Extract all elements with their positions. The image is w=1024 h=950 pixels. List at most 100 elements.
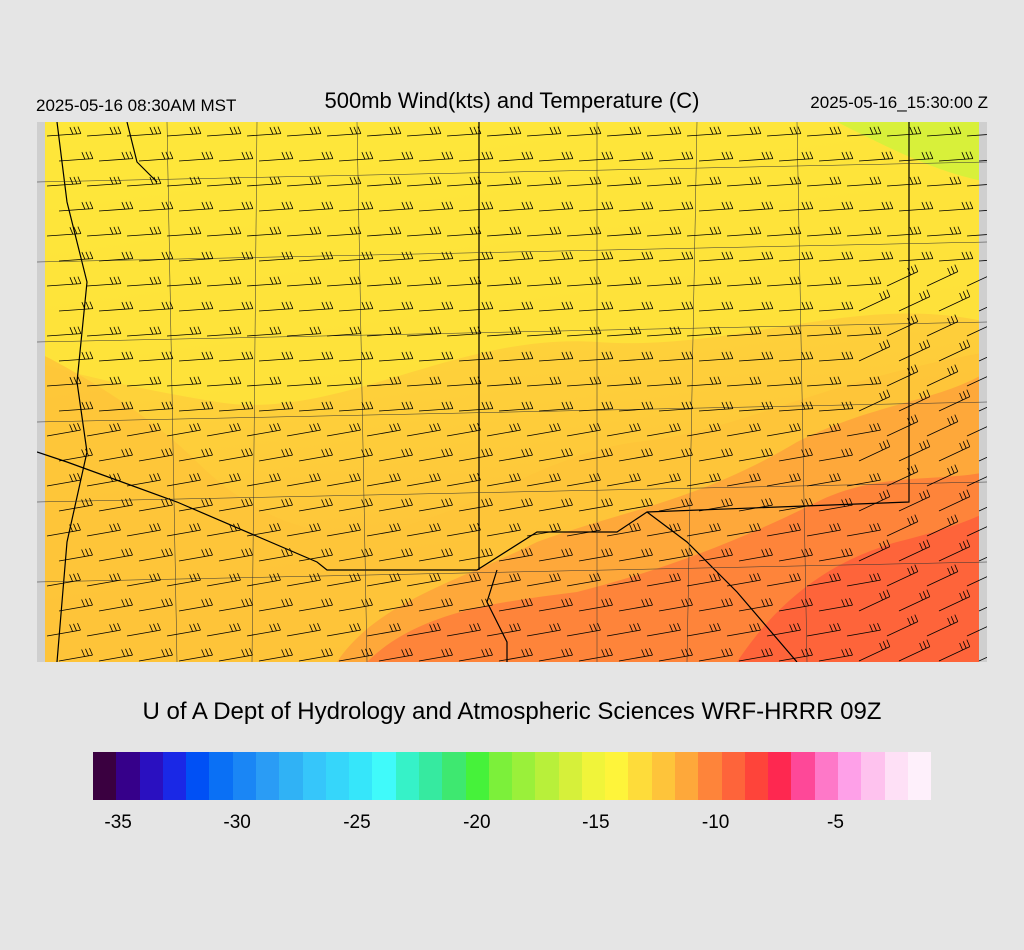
wind-barb [98, 301, 134, 312]
wind-barb [726, 176, 762, 187]
wind-barb [206, 226, 242, 237]
wind-barb [566, 572, 601, 587]
wind-barb [378, 351, 414, 362]
wind-barb [378, 497, 413, 512]
wind-barb [46, 376, 82, 387]
wind-barb [298, 497, 333, 512]
wind-barb [566, 226, 602, 237]
wind-barb [738, 447, 773, 462]
wind-barb [858, 539, 891, 562]
colorbar-labels: -35 -30 -25 -20 -15 -10 -5 [93, 812, 931, 838]
wind-barb [246, 126, 282, 137]
wind-barb [526, 572, 561, 587]
wind-barb [298, 547, 333, 562]
wind-barb [126, 126, 162, 137]
wind-barb [778, 301, 814, 312]
wind-barb [446, 326, 482, 337]
wind-barb [846, 522, 881, 537]
wind-barb [778, 547, 813, 562]
wind-barb [686, 572, 721, 587]
wind-barb [246, 472, 281, 487]
wind-barb [606, 622, 641, 637]
wind-barb [338, 447, 373, 462]
wind-barb [458, 301, 494, 312]
wind-barb [538, 201, 574, 212]
wind-barb [126, 276, 162, 287]
colorbar-tick-label: -5 [827, 812, 844, 833]
wind-barb [206, 176, 242, 187]
wind-barb [726, 126, 762, 137]
wind-barb [806, 226, 842, 237]
wind-barb [618, 351, 654, 362]
wind-barb [778, 447, 813, 462]
wind-barb [618, 547, 653, 562]
wind-barb [286, 572, 321, 587]
wind-barb [618, 597, 653, 612]
wind-barb [218, 251, 254, 262]
wind-barb [486, 126, 522, 137]
wind-barb [298, 151, 334, 162]
wind-barb [418, 251, 454, 262]
wind-barb [738, 647, 773, 662]
wind-barb [46, 176, 82, 187]
wind-barb [246, 522, 281, 537]
wind-barb [46, 472, 81, 487]
wind-barb [286, 376, 322, 387]
wind-barb [566, 622, 601, 637]
wind-barb [46, 572, 81, 587]
wind-barb [46, 622, 81, 637]
wind-barb [538, 251, 574, 262]
wind-barb [886, 414, 919, 437]
wind-barb [326, 276, 362, 287]
wind-barb [46, 522, 81, 537]
wind-barb [458, 547, 493, 562]
wind-barb [458, 497, 493, 512]
wind-barb [646, 176, 682, 187]
wind-barb [966, 526, 987, 537]
wind-barb [606, 226, 642, 237]
wind-barb [818, 351, 854, 362]
colorbar-swatch [628, 752, 652, 800]
wind-barb [138, 251, 174, 262]
wind-barb [286, 226, 322, 237]
colorbar-swatch [442, 752, 466, 800]
wind-barb [258, 547, 293, 562]
wind-barb [178, 401, 214, 412]
wind-barb [846, 176, 882, 187]
colorbar-swatch [535, 752, 559, 800]
wind-barb [246, 176, 282, 187]
wind-barb [218, 447, 253, 462]
wind-barb [806, 276, 842, 287]
wind-barb [766, 276, 802, 287]
wind-barb [498, 151, 534, 162]
wind-barb [818, 547, 853, 562]
wind-barb [366, 226, 402, 237]
wind-barb [526, 622, 561, 637]
colorbar-tick-label: -30 [223, 812, 251, 833]
wind-barb [818, 151, 854, 162]
wind-barb [246, 276, 282, 287]
wind-barb [486, 422, 521, 437]
wind-barb [938, 489, 971, 512]
wind-barb [338, 547, 373, 562]
wind-barb [206, 326, 242, 337]
wind-barb [686, 622, 721, 637]
wind-barb [578, 151, 614, 162]
wind-barb [858, 339, 891, 362]
wind-barb [406, 176, 442, 187]
wind-barb [766, 572, 801, 587]
wind-barb [726, 622, 761, 637]
wind-barb [738, 251, 774, 262]
wind-barb [98, 597, 133, 612]
wind-barb [406, 126, 442, 137]
wind-barb [738, 597, 773, 612]
wind-barb [258, 447, 293, 462]
wind-barb [526, 376, 562, 387]
wind-barb [698, 301, 734, 312]
wind-barb [46, 226, 82, 237]
wind-barb [566, 326, 602, 337]
wind-barb [686, 326, 722, 337]
wind-barb [498, 351, 534, 362]
wind-barb [898, 389, 931, 412]
wind-barb [126, 226, 162, 237]
